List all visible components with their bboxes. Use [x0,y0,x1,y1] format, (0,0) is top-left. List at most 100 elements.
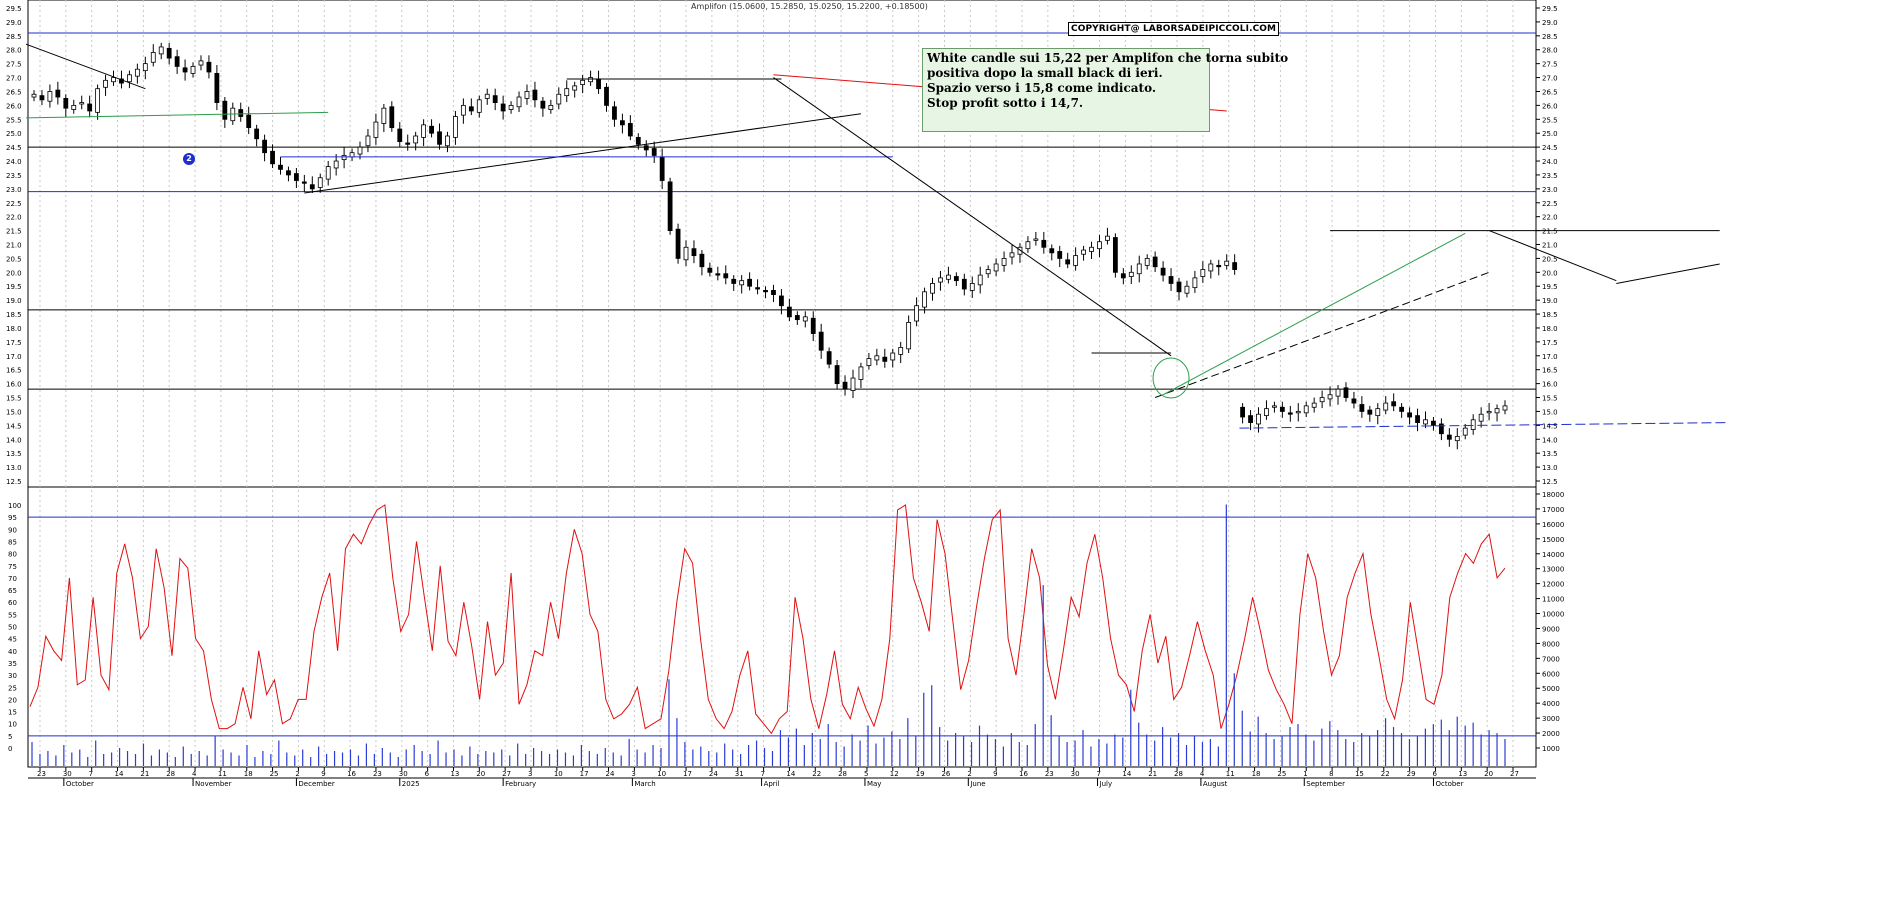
candle-body [1415,415,1420,423]
x-tick-label: 14 [786,770,795,778]
y-tick-label-left: 18.5 [6,311,22,319]
candle-body [1454,436,1460,442]
osc-tick-label: 45 [8,636,17,644]
y-tick-label: 26.0 [1542,102,1558,110]
y-tick-label: 21.5 [1542,228,1558,236]
candle-body [906,322,912,350]
candle-body [190,66,196,74]
candle-body [95,88,101,113]
candle-body [1017,246,1023,255]
candle-body [1025,241,1031,250]
y-tick-label-left: 17.0 [6,353,22,361]
candle-body [246,114,252,129]
x-tick-label: 18 [1252,770,1261,778]
x-tick-label: 25 [1277,770,1286,778]
note-line: Stop profit sotto i 14,7. [927,96,1084,110]
candle-body [826,351,832,365]
candle-body [270,150,275,165]
candle-body [1462,427,1468,436]
y-tick-label-left: 22.0 [6,214,22,222]
candle-body [794,315,800,321]
candle-body [397,128,403,142]
candle-body [63,98,69,109]
grid-layer [27,0,1537,779]
candle-body [898,347,904,355]
candle-body [1319,397,1325,403]
trendline-green [26,111,329,119]
candle-body [262,139,267,154]
vol-tick-label: 17000 [1542,506,1564,514]
candle-body [1279,406,1285,412]
candle-body [604,86,609,106]
y-tick-label: 21.0 [1542,242,1558,250]
candle-body [1128,271,1134,277]
x-tick-label: 30 [399,770,408,778]
candle-body [866,358,872,366]
y-tick-label-left: 24.5 [6,144,22,152]
candle-body [1136,263,1142,275]
candle-body [1081,249,1086,255]
y-tick-label-left: 28.0 [6,47,22,55]
candle-body [309,184,315,190]
osc-tick-label: 40 [8,648,17,656]
candle-body [786,306,792,318]
x-tick-label: 25 [270,770,279,778]
osc-tick-label: 55 [8,611,17,619]
candle-body [818,331,824,351]
candle-body [492,95,498,104]
x-tick-label: 10 [657,770,666,778]
x-tick-label: 15 [1355,770,1364,778]
price-panel-border [27,0,1537,488]
candle-body [1065,259,1071,265]
candle-body [55,89,61,98]
candle-body [1089,246,1094,252]
y-tick-label: 29.5 [1542,5,1558,13]
candle-body [643,145,649,151]
y-tick-label: 17.5 [1542,339,1558,347]
x-month-label: October [1435,780,1463,788]
candle-body [1192,277,1198,289]
candle-body [914,305,919,322]
y-tick-label: 20.5 [1542,255,1558,263]
x-tick-label: 12 [890,770,899,778]
candle-body [1057,251,1063,259]
y-tick-label-left: 26.5 [6,88,22,96]
x-month-label: June [969,780,985,788]
candle-body [39,95,45,101]
candle-body [47,91,53,102]
y-tick-label: 16.5 [1542,367,1558,375]
x-tick-label: 24 [709,770,718,778]
y-tick-label-left: 15.0 [6,408,22,416]
vol-tick-label: 12000 [1542,581,1564,589]
candle-body [890,352,896,361]
candle-body [238,109,244,117]
osc-tick-label: 85 [8,538,17,546]
y-tick-label-left: 29.0 [6,19,22,27]
support-segment-dashed [1239,422,1728,429]
y-tick-label-left: 15.5 [6,395,22,403]
x-tick-label: 16 [1019,770,1028,778]
osc-tick-label: 80 [8,551,17,559]
y-tick-label-left: 12.5 [6,478,22,486]
y-tick-label: 23.5 [1542,172,1558,180]
x-month-label: December [298,780,334,788]
candle-body [1438,423,1444,435]
volume-panel [31,504,1506,766]
y-tick-label-left: 23.0 [6,186,22,194]
candle-body [858,366,864,380]
x-tick-label: 20 [1484,770,1493,778]
y-tick-label: 27.0 [1542,75,1558,83]
x-tick-label: 8 [1329,770,1333,778]
vol-tick-label: 7000 [1542,655,1560,663]
candle-body [293,173,299,181]
y-tick-label: 16.0 [1542,381,1558,389]
y-tick-label: 24.0 [1542,158,1558,166]
osc-tick-label: 90 [8,526,17,534]
y-tick-label-left: 19.5 [6,283,22,291]
y-tick-label: 18.0 [1542,325,1558,333]
y-tick-label: 17.0 [1542,353,1558,361]
candle-body [174,56,180,67]
x-month-label: April [764,780,780,788]
y-tick-label-left: 21.5 [6,228,22,236]
y-tick-label: 18.5 [1542,311,1558,319]
